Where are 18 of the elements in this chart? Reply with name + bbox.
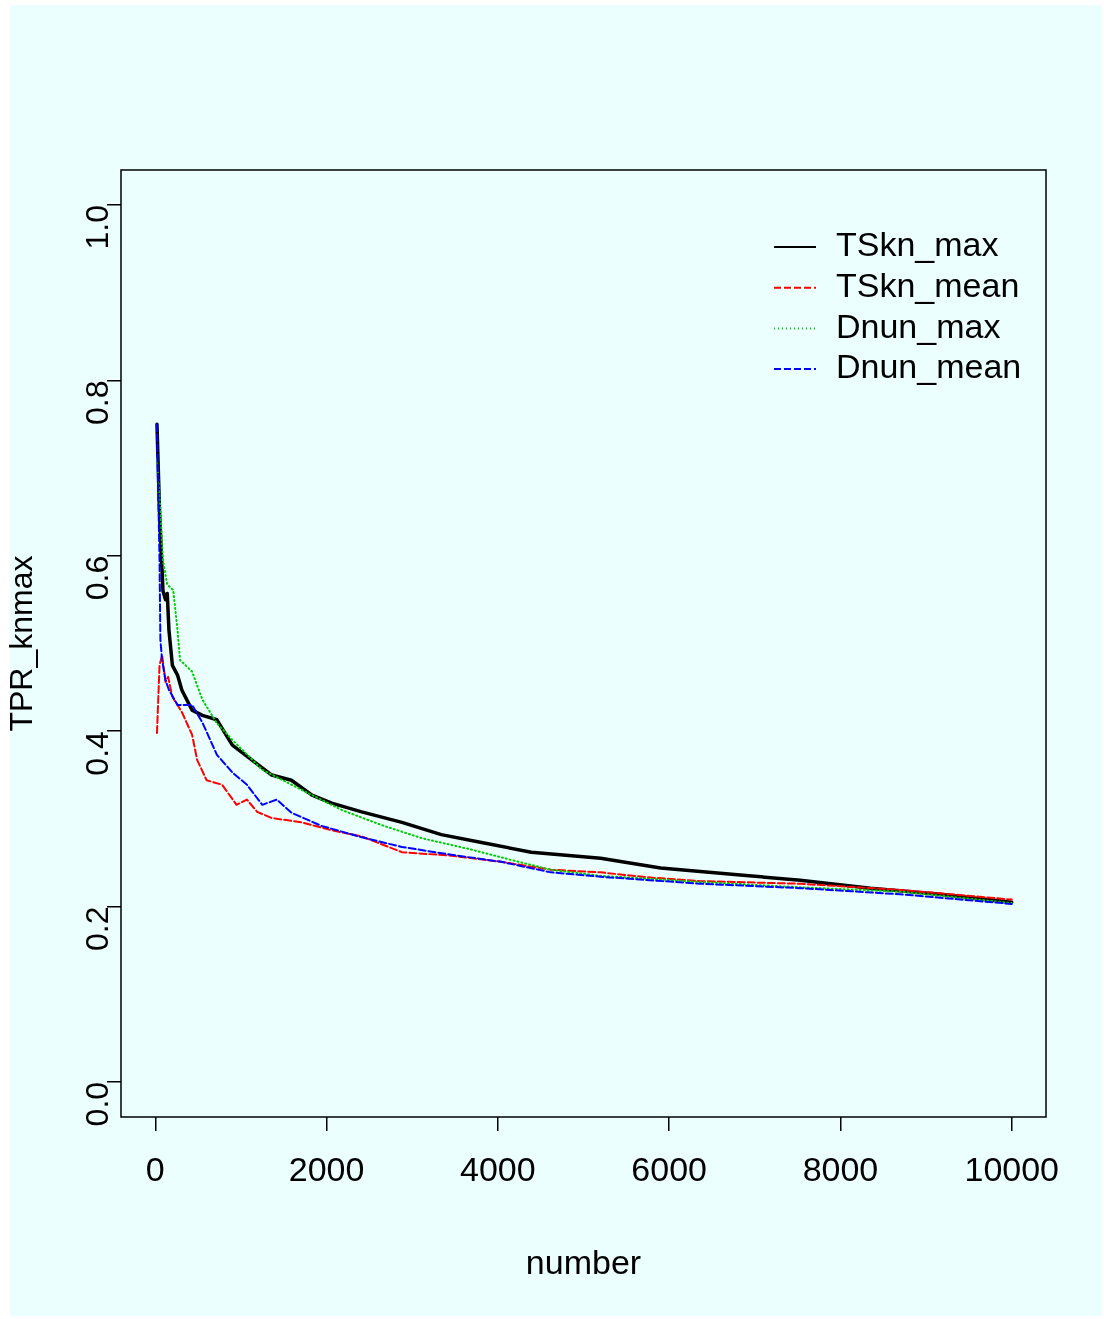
legend-label: Dnun_mean (836, 347, 1022, 386)
legend-label: TSkn_mean (836, 266, 1020, 305)
legend-label: TSkn_max (836, 225, 999, 264)
x-tick-label: 10000 (964, 1149, 1060, 1188)
x-tick-label: 2000 (288, 1149, 365, 1188)
y-tick-label: 0.6 (78, 555, 115, 601)
legend-label: Dnun_max (836, 306, 1001, 345)
y-tick-label: 0.0 (78, 1081, 115, 1127)
x-axis-title: number (525, 1242, 642, 1281)
x-tick-label: 4000 (460, 1149, 536, 1188)
y-tick-label: 0.8 (78, 380, 115, 425)
y-tick-label: 1.0 (78, 205, 115, 250)
x-tick-label: 0 (145, 1149, 165, 1188)
y-tick-label: 0.2 (78, 906, 115, 952)
y-tick-label: 0.4 (78, 731, 115, 776)
x-tick-label: 8000 (802, 1149, 879, 1188)
y-axis-title: TPR_knmax (3, 555, 40, 732)
x-tick-label: 6000 (631, 1149, 707, 1188)
